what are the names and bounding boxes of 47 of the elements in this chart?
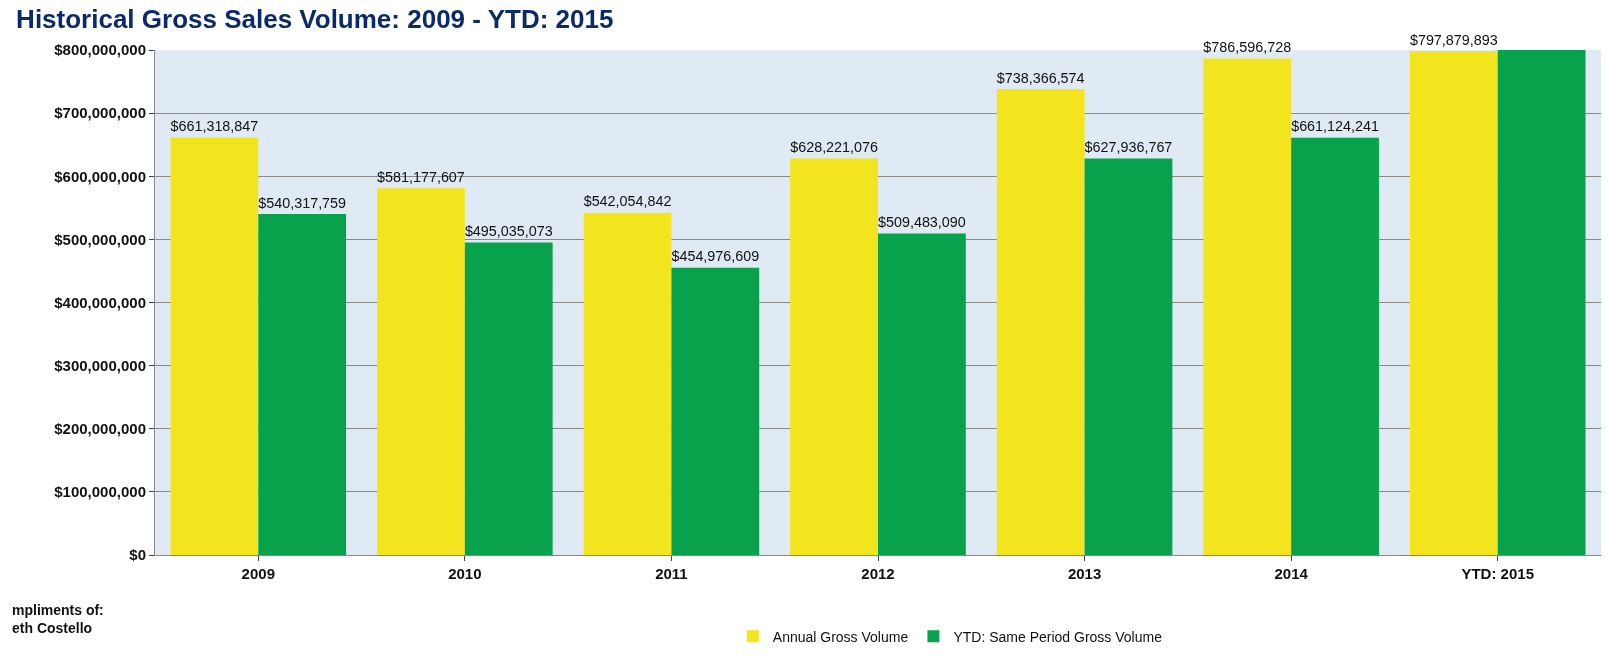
bar bbox=[996, 88, 1085, 555]
bar bbox=[878, 233, 966, 555]
data-label: $542,054,842 bbox=[583, 193, 672, 210]
data-label: $509,483,090 bbox=[878, 214, 966, 231]
y-tick-label: $700,000,000 bbox=[54, 104, 146, 122]
data-label: $581,177,607 bbox=[377, 168, 465, 185]
bar bbox=[258, 213, 347, 555]
data-label: $540,317,759 bbox=[258, 194, 347, 211]
legend-label: YTD: Same Period Gross Volume bbox=[953, 628, 1163, 645]
bar bbox=[1291, 137, 1379, 555]
data-label: $627,936,767 bbox=[1084, 139, 1173, 156]
bar bbox=[1497, 50, 1586, 555]
bar bbox=[377, 188, 465, 555]
data-label: $628,221,076 bbox=[790, 139, 878, 156]
y-tick-label: $500,000,000 bbox=[54, 230, 146, 248]
x-tick-label: YTD: 2015 bbox=[1461, 565, 1534, 582]
y-tick-label: $800,000,000 bbox=[54, 41, 146, 59]
data-label: $454,976,609 bbox=[671, 248, 760, 265]
data-label: $797,879,893 bbox=[1409, 31, 1498, 48]
y-tick-label: $300,000,000 bbox=[54, 356, 146, 374]
legend-label: Annual Gross Volume bbox=[772, 628, 909, 645]
data-label: $661,318,847 bbox=[170, 118, 259, 135]
x-tick-label: 2009 bbox=[241, 565, 275, 582]
text: mpliments of: eth Costello bbox=[12, 602, 104, 637]
y-tick-label: $200,000,000 bbox=[54, 420, 146, 437]
x-tick-label: 2012 bbox=[861, 565, 895, 582]
y-tick-label: $600,000,000 bbox=[54, 167, 146, 185]
bar bbox=[1084, 158, 1173, 555]
x-tick-label: 2010 bbox=[448, 565, 482, 582]
data-label: $495,035,073 bbox=[464, 223, 553, 240]
bar bbox=[790, 158, 878, 555]
bar bbox=[1409, 51, 1498, 555]
bar bbox=[583, 212, 672, 555]
y-tick-label: $400,000,000 bbox=[54, 293, 146, 311]
data-label: $661,124,241 bbox=[1291, 118, 1379, 135]
bar bbox=[170, 137, 259, 555]
y-tick-label: $100,000,000 bbox=[54, 483, 146, 501]
bar bbox=[671, 267, 760, 555]
x-tick-label: 2011 bbox=[655, 565, 688, 582]
x-tick-label: 2014 bbox=[1274, 565, 1309, 582]
data-label: $786,596,728 bbox=[1203, 39, 1292, 56]
y-tick-label: $0 bbox=[129, 546, 146, 564]
data-label: $738,366,574 bbox=[996, 69, 1085, 86]
bar bbox=[464, 242, 553, 555]
bar bbox=[1203, 58, 1292, 555]
x-tick-label: 2013 bbox=[1067, 565, 1102, 582]
chart-title: Historical Gross Sales Volume: 2009 - YTD: 2015 bbox=[16, 4, 614, 35]
